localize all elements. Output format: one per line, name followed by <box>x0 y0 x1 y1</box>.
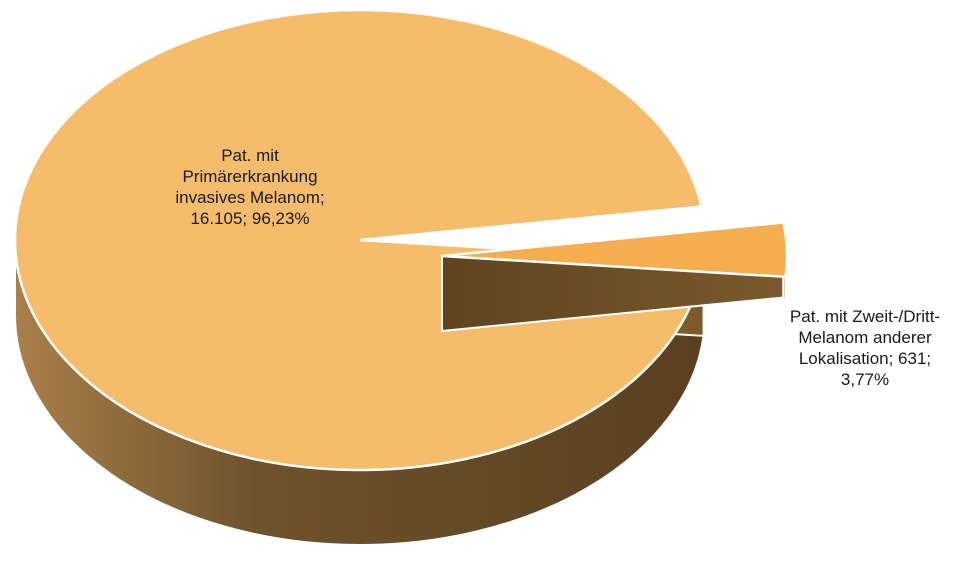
slice-label-secondary: Pat. mit Zweit-/Dritt- Melanom anderer L… <box>760 306 968 390</box>
slice-label-primary-line: Primärerkrankung <box>182 167 318 186</box>
slice-label-secondary-value: 3,77% <box>840 370 890 389</box>
slice-label-secondary-line: Lokalisation; 631; <box>798 349 932 368</box>
pie-slice-secondary-top <box>441 221 789 279</box>
slice-label-secondary-line: Pat. mit Zweit-/Dritt- <box>789 307 941 326</box>
slice-label-primary: Pat. mit Primärerkrankung invasives Mela… <box>130 145 370 229</box>
slice-label-secondary-line: Melanom anderer <box>798 328 932 347</box>
slice-label-primary-value: 16.105; 96,23% <box>190 209 310 228</box>
pie-slice-secondary <box>441 221 789 352</box>
slice-label-primary-line: invasives Melanom; <box>175 188 325 207</box>
slice-label-primary-line: Pat. mit <box>221 146 279 165</box>
pie-slice-primary-top <box>13 8 706 472</box>
